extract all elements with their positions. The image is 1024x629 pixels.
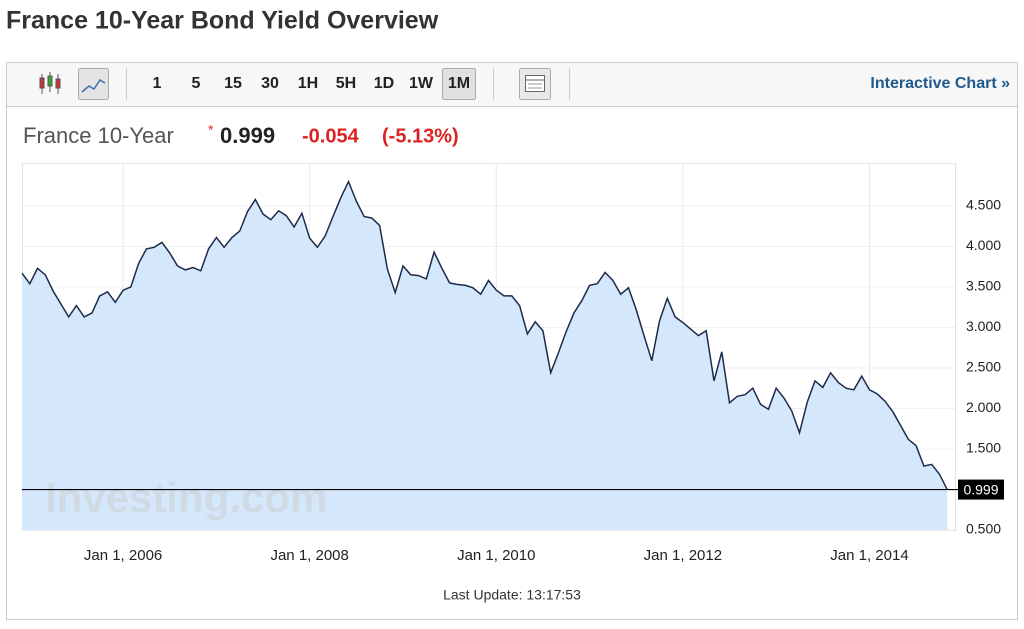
y-tick-label: 3.500 <box>966 278 1001 294</box>
interval-button[interactable]: 1M <box>448 75 470 92</box>
page-title: France 10-Year Bond Yield Overview <box>6 7 439 35</box>
y-tick-label: 2.000 <box>966 399 1001 415</box>
x-tick-label: Jan 1, 2012 <box>644 547 722 564</box>
line <box>21 179 948 490</box>
watermark: Investing.com <box>45 474 327 521</box>
interval-button[interactable]: 5H <box>336 75 356 92</box>
y-tick-label: 4.500 <box>966 197 1001 213</box>
last-value-label: 0.999 <box>963 481 998 497</box>
x-tick-label: Jan 1, 2006 <box>84 547 162 564</box>
y-tick-label: 1.500 <box>966 440 1001 456</box>
instrument-name: France 10-Year <box>23 123 174 148</box>
candle-icon[interactable] <box>39 72 61 94</box>
toolbar <box>7 63 1017 106</box>
y-tick-label: 0.500 <box>966 521 1001 537</box>
live-marker: * <box>208 122 214 138</box>
last-update: Last Update: 13:17:53 <box>443 587 581 603</box>
x-tick-label: Jan 1, 2014 <box>830 547 908 564</box>
last-value: 0.999 <box>220 123 275 148</box>
last-value-badge <box>958 479 1004 500</box>
interval-button[interactable]: 1H <box>298 75 318 92</box>
y-tick-label: 4.000 <box>966 237 1001 253</box>
x-tick-label: Jan 1, 2010 <box>457 547 535 564</box>
interval-button[interactable]: 15 <box>224 75 242 92</box>
change-percent: (-5.13%) <box>382 125 459 147</box>
area <box>22 181 948 530</box>
interval-button[interactable]: 1D <box>374 75 394 92</box>
interval-button[interactable]: 1W <box>409 75 434 92</box>
change: -0.054 <box>302 125 360 147</box>
interval-button[interactable]: 30 <box>261 75 279 92</box>
y-tick-label: 3.000 <box>966 318 1001 334</box>
line-chart-button[interactable] <box>78 68 109 100</box>
interval-button[interactable]: 1 <box>153 75 162 92</box>
interactive-chart-link[interactable]: Interactive Chart » <box>870 75 1010 92</box>
x-tick-label: Jan 1, 2008 <box>270 547 348 564</box>
interval-active-bg <box>442 68 476 100</box>
settings-button[interactable] <box>519 68 551 100</box>
interval-button[interactable]: 5 <box>192 75 201 92</box>
y-tick-label: 2.500 <box>966 359 1001 375</box>
